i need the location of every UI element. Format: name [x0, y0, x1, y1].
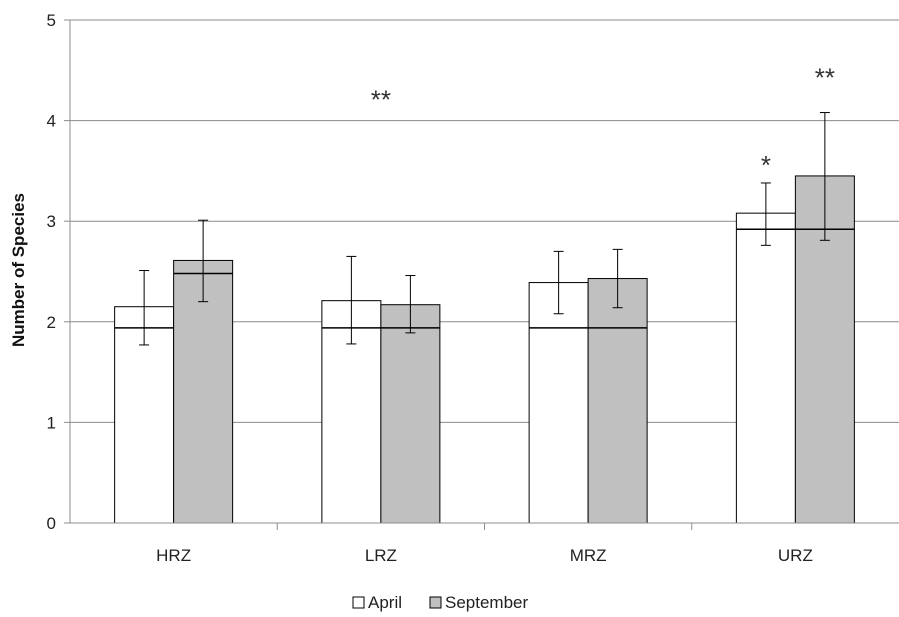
legend-swatch-april — [352, 596, 365, 609]
legend-swatch-september — [429, 596, 442, 609]
y-axis-label: Number of Species — [9, 193, 28, 347]
bar-september — [587, 278, 648, 524]
x-tick-labels: HRZ LRZ MRZ URZ — [156, 546, 813, 565]
y-tick-label: 4 — [47, 112, 56, 131]
y-tick-labels: 0 1 2 3 4 5 — [47, 11, 56, 533]
y-tick-label: 2 — [47, 313, 56, 332]
x-tick-label: HRZ — [156, 546, 191, 565]
significance-marker: ** — [815, 62, 835, 92]
legend: April September — [352, 593, 528, 612]
bar-april — [735, 212, 796, 524]
bar-september — [380, 304, 441, 524]
legend-label-april: April — [368, 593, 402, 612]
x-tick-label: URZ — [778, 546, 813, 565]
x-tick-label: LRZ — [365, 546, 397, 565]
legend-label-september: September — [445, 593, 528, 612]
bars — [114, 112, 855, 524]
significance-marker: ** — [371, 84, 391, 114]
annotations: ***** — [371, 62, 835, 180]
y-tick-label: 0 — [47, 514, 56, 533]
y-tick-label: 5 — [47, 11, 56, 30]
significance-marker: * — [761, 150, 771, 180]
y-tick-label: 3 — [47, 212, 56, 231]
bar-april — [528, 282, 589, 524]
axes — [64, 19, 899, 530]
y-tick-label: 1 — [47, 413, 56, 432]
x-tick-label: MRZ — [570, 546, 607, 565]
